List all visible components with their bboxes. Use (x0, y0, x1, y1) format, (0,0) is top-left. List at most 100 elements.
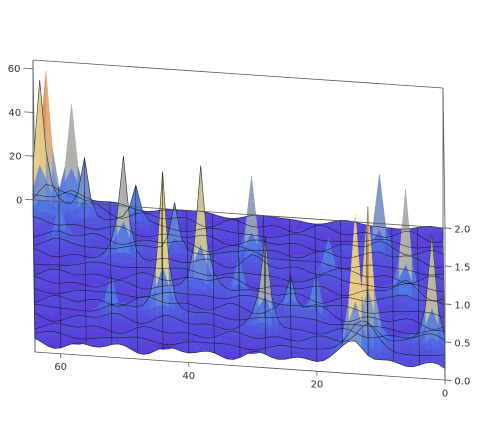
surface-cell (359, 232, 367, 237)
mesh-line-y (391, 228, 395, 362)
surface-cell (187, 293, 195, 301)
surface-cell (162, 323, 170, 331)
surface-cell (136, 289, 144, 294)
mesh-line-y (186, 210, 190, 354)
surface-cell (322, 295, 329, 302)
y-tick-label: 60 (8, 64, 21, 75)
surface-cell (340, 262, 348, 269)
surface-cell (143, 308, 151, 318)
surface-cell (277, 263, 284, 269)
surface-cell (180, 252, 188, 260)
z-tick-label: 0.5 (454, 338, 470, 349)
surface-cell (52, 251, 60, 257)
mesh-line-y (32, 161, 36, 339)
surface-cell (71, 226, 79, 232)
mesh-line-y (417, 227, 420, 366)
surface-cell (270, 229, 277, 236)
x-tick-label: 60 (54, 362, 67, 373)
surface-cell (431, 354, 439, 361)
surface-cell (84, 217, 92, 225)
surface-cell (297, 331, 305, 337)
box-edge-back-2 (32, 59, 444, 89)
surface-cell (276, 239, 284, 245)
surface-cell (411, 241, 418, 247)
surface-cell (252, 344, 260, 350)
surface-cell (182, 343, 189, 350)
surface-cell (207, 297, 214, 303)
mesh-line-y (212, 213, 215, 353)
surface-cell (290, 331, 298, 337)
surface-cell (303, 309, 311, 320)
surface-cell (321, 234, 329, 240)
surface-cell (233, 355, 241, 360)
surface-cell (393, 356, 401, 361)
x-tick-label: 20 (311, 380, 324, 391)
x-tick-label: 40 (182, 371, 195, 382)
surface-cell (181, 332, 189, 339)
surface-cell (341, 289, 349, 297)
surface-cell (245, 297, 253, 302)
z-tick-label: 1.5 (454, 262, 470, 273)
surface-cell (340, 245, 348, 251)
surface-cell (334, 236, 342, 242)
surface-cell (207, 326, 215, 333)
z-tick-label: 2.0 (454, 224, 470, 235)
surface-cell (309, 307, 317, 321)
y-tick-label: 40 (8, 108, 21, 119)
surface-cell (296, 260, 303, 266)
surface-cell (295, 233, 303, 240)
surface-cell (231, 222, 239, 228)
y-tick-label: 0 (16, 195, 22, 206)
box-edge-front-3 (34, 199, 446, 229)
mesh-line-y (237, 218, 241, 358)
surface-cell (136, 316, 144, 324)
surface-cell (207, 301, 214, 308)
surface-cell (46, 298, 54, 304)
y-tick-mark (24, 111, 34, 113)
surface-cell (406, 358, 414, 364)
surface-cell (142, 279, 150, 287)
mesh-line-y (160, 171, 164, 350)
mesh-line-y (314, 224, 318, 362)
surface-cell (123, 290, 131, 295)
surface-cell (64, 104, 72, 182)
surface-cell (162, 315, 170, 320)
surface-cell (129, 262, 137, 268)
mesh-line-y (340, 220, 343, 346)
surface-cell (143, 330, 151, 337)
surface-cell (187, 286, 195, 295)
surface-cell (245, 340, 253, 346)
surface-cell (386, 317, 394, 322)
surface-cell (322, 274, 329, 283)
surface-cell (97, 268, 105, 274)
surface-cell (405, 306, 413, 312)
surface-cell (399, 294, 406, 304)
surface-cell (181, 286, 189, 295)
surface-cell (72, 292, 80, 298)
mesh-line-y (58, 186, 61, 348)
z-tick-label: 0.0 (454, 376, 470, 387)
surface-cell (39, 199, 47, 213)
surface-cell (46, 260, 54, 265)
surface-cell (379, 275, 387, 281)
surface-cell (315, 241, 322, 248)
surface-cell (334, 279, 342, 284)
surface-cell (34, 284, 41, 288)
surface-cell (136, 262, 144, 268)
surface-cell (372, 174, 380, 241)
surface-cell (341, 297, 349, 302)
surface-cell (341, 300, 349, 306)
surface-cell (117, 332, 125, 339)
surface-cell (156, 304, 163, 315)
surface-cell (90, 217, 98, 225)
mesh-line-y (135, 185, 138, 353)
surface-cell (136, 309, 144, 318)
surface-cell (116, 270, 124, 276)
surface-cell (162, 313, 170, 316)
surface-cell (136, 267, 144, 273)
surface-cell (297, 316, 304, 326)
surface-cell (207, 337, 215, 344)
mesh-line-y (109, 201, 113, 345)
surface-cell (334, 258, 342, 263)
y-tick-label: 20 (9, 152, 22, 163)
